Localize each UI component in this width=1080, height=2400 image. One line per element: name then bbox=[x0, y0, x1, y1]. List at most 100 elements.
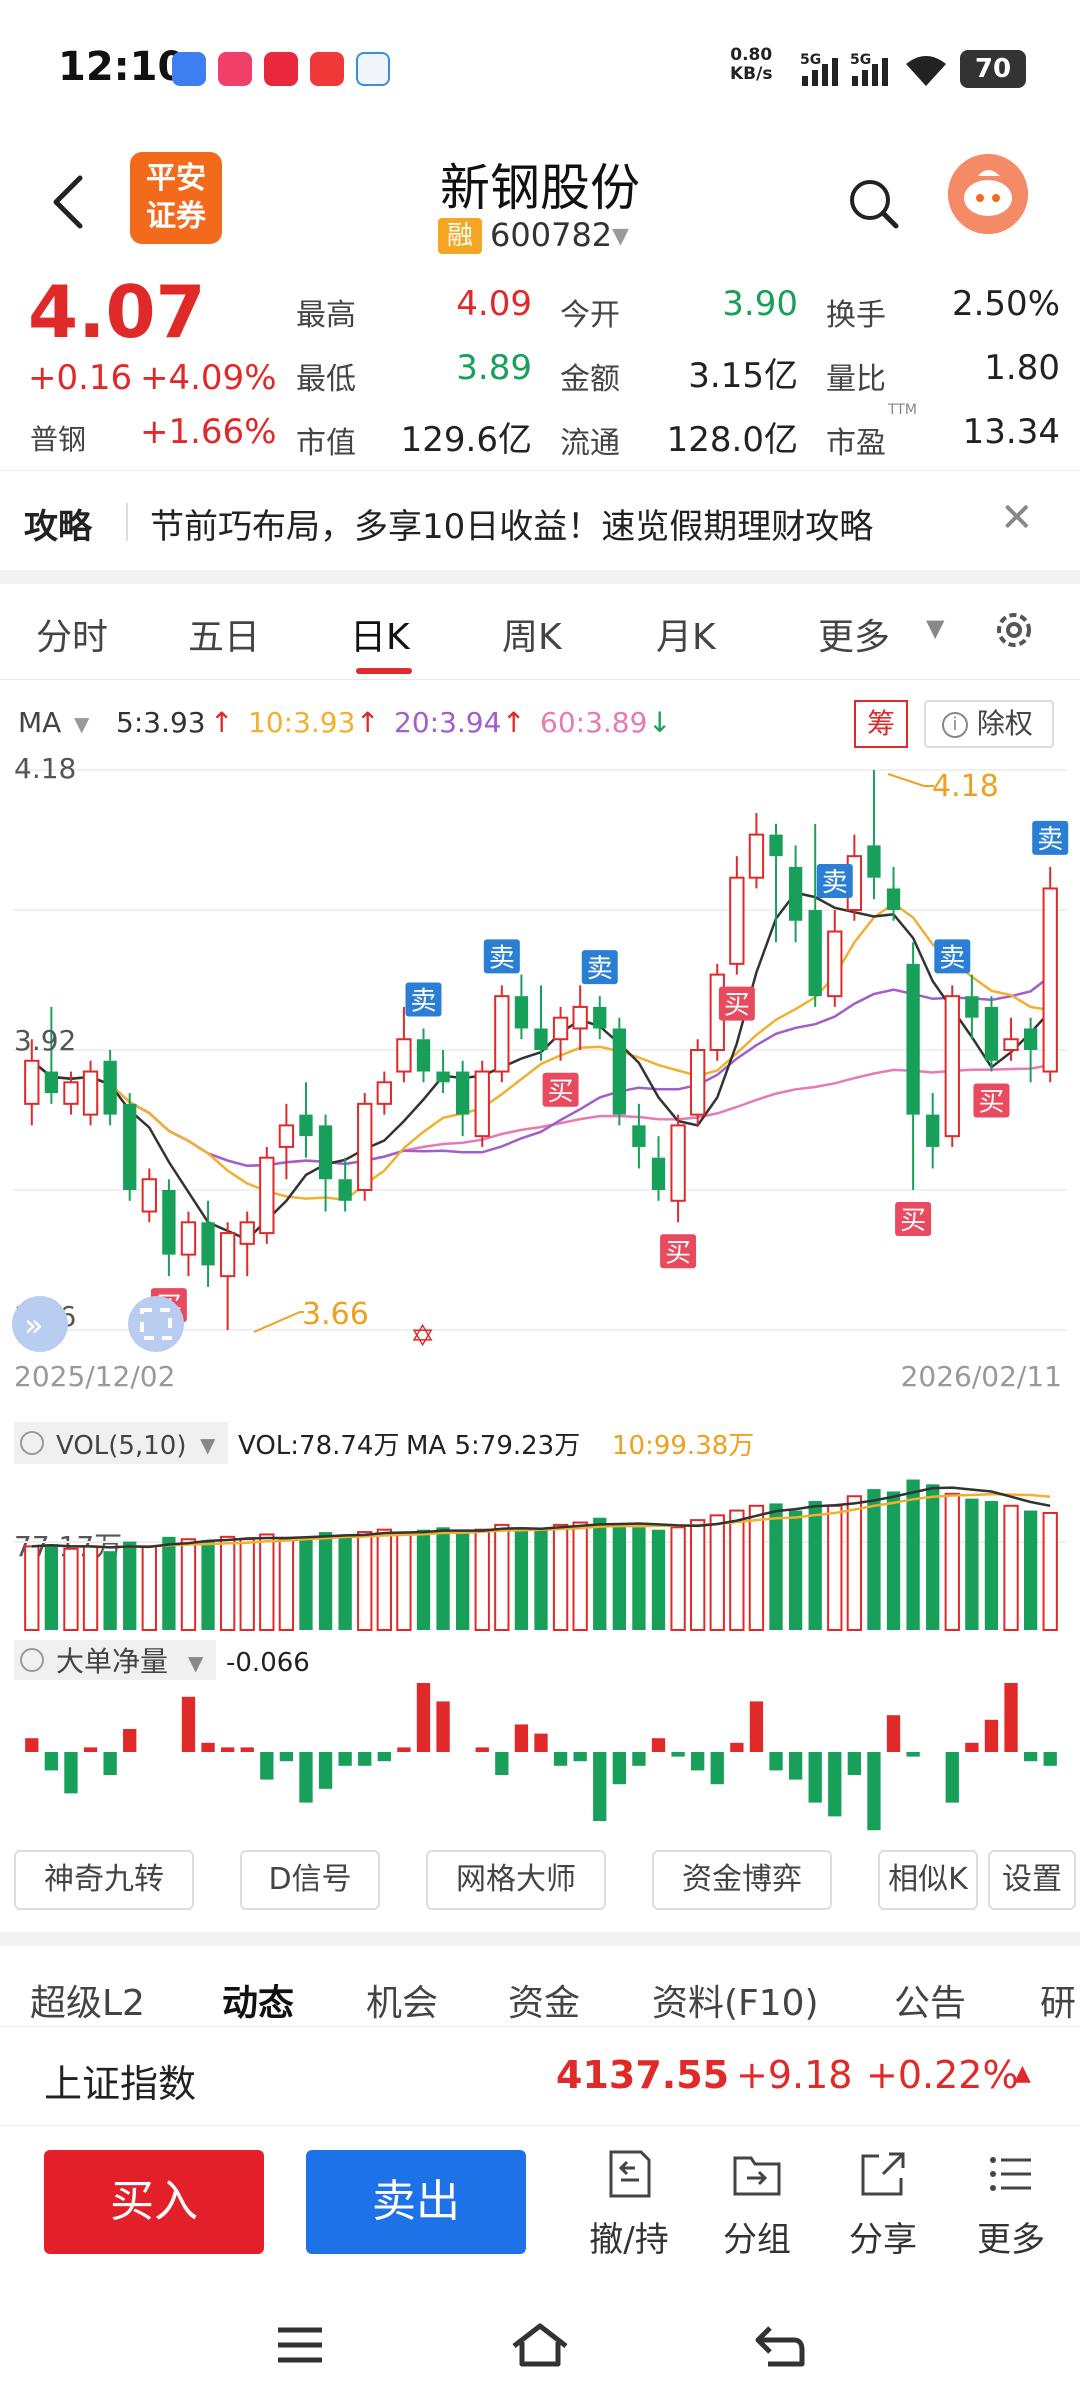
tab-opportunity[interactable]: 机会 bbox=[366, 1983, 439, 2024]
volume-bar bbox=[357, 1531, 373, 1631]
tab-announcement[interactable]: 公告 bbox=[894, 1983, 967, 2024]
app-notification-icon bbox=[264, 52, 298, 86]
tool-d-signal[interactable]: D信号 bbox=[240, 1850, 380, 1910]
svg-text:»: » bbox=[24, 1306, 44, 1344]
tab-daily-k[interactable]: 日K bbox=[350, 617, 410, 658]
svg-text:买: 买 bbox=[978, 1088, 1004, 1118]
tab-weekly-k[interactable]: 周K bbox=[502, 617, 562, 658]
net-flow-chart[interactable]: 大单净量 ▼ -0.066 bbox=[0, 1640, 1080, 1840]
index-ticker[interactable]: 上证指数 4137.55 +9.18 +0.22% ▲ bbox=[0, 2026, 1080, 2126]
app-notification-icon bbox=[310, 52, 344, 86]
more-button[interactable]: 更多 bbox=[956, 2146, 1066, 2276]
fullscreen-icon[interactable] bbox=[128, 1296, 184, 1352]
tool-magic-nine[interactable]: 神奇九转 bbox=[14, 1850, 194, 1910]
brand-logo: 平安 证券 bbox=[130, 152, 222, 244]
home-icon[interactable] bbox=[510, 2320, 570, 2370]
pe-ttm-superscript: TTM bbox=[888, 402, 917, 418]
buy-signal-marker[interactable]: 买 bbox=[895, 1202, 932, 1236]
collapse-sidebar-icon[interactable]: » bbox=[12, 1296, 68, 1352]
chip-distribution-button[interactable]: 筹 bbox=[854, 700, 908, 748]
sell-signal-marker[interactable]: 卖 bbox=[1032, 820, 1069, 855]
volume-bar bbox=[456, 1532, 470, 1630]
volume-bar bbox=[103, 1551, 117, 1630]
app-notification-icon bbox=[172, 52, 206, 86]
volume-bar bbox=[690, 1519, 706, 1631]
tool-similar-k[interactable]: 相似K bbox=[878, 1850, 978, 1910]
close-icon[interactable]: ✕ bbox=[1000, 495, 1034, 541]
ma-label[interactable]: MA bbox=[18, 706, 62, 739]
tab-news[interactable]: 动态 bbox=[222, 1983, 295, 2024]
sell-signal-marker[interactable]: 卖 bbox=[405, 982, 442, 1017]
sell-signal-marker[interactable]: 卖 bbox=[581, 950, 618, 985]
back-icon[interactable] bbox=[750, 2320, 810, 2370]
sell-signal-marker[interactable]: 卖 bbox=[934, 939, 971, 974]
search-icon[interactable] bbox=[846, 176, 902, 232]
net-flow-bar bbox=[573, 1752, 587, 1762]
volume-bar bbox=[846, 1495, 863, 1631]
chevron-down-icon[interactable]: ▼ bbox=[200, 1433, 216, 1457]
svg-text:买: 买 bbox=[548, 1077, 574, 1107]
adjust-rights-button[interactable]: i 除权 bbox=[924, 700, 1054, 748]
tab-monthly-k[interactable]: 月K bbox=[656, 617, 716, 658]
chevron-down-icon[interactable]: ▼ bbox=[612, 224, 629, 249]
group-button[interactable]: 分组 bbox=[702, 2146, 812, 2276]
gear-icon[interactable] bbox=[990, 606, 1038, 654]
sell-signal-marker[interactable]: 卖 bbox=[816, 864, 853, 898]
sector-name[interactable]: 普钢 bbox=[30, 423, 87, 456]
tool-capital-game[interactable]: 资金博弈 bbox=[652, 1850, 832, 1910]
sector-change-percent[interactable]: +1.66% bbox=[140, 412, 277, 452]
star-icon[interactable]: ✡ bbox=[410, 1319, 435, 1354]
down-arrow-icon: ↓ bbox=[648, 706, 672, 739]
volume-indicator-chip[interactable] bbox=[14, 1422, 228, 1464]
net-flow-bar bbox=[201, 1742, 215, 1752]
buy-signal-marker[interactable]: 买 bbox=[660, 1234, 697, 1269]
chevron-down-icon[interactable]: ▼ bbox=[926, 614, 945, 642]
volume-bar bbox=[162, 1536, 176, 1630]
tab-f10[interactable]: 资料(F10) bbox=[652, 1983, 819, 2024]
buy-signal-marker[interactable]: 买 bbox=[718, 986, 755, 1021]
candlestick bbox=[162, 1179, 176, 1277]
sell-button[interactable]: 卖出 bbox=[306, 2150, 526, 2254]
tab-super-l2[interactable]: 超级L2 bbox=[30, 1983, 145, 2024]
kline-chart[interactable]: 买卖卖买卖买买卖买卖买卖 4.18 3.92 3.66 4.18 3.66 ✡ … bbox=[0, 752, 1080, 1392]
volume-bar bbox=[748, 1504, 765, 1631]
moving-average-lines bbox=[31, 891, 1052, 1241]
tab-more[interactable]: 更多 bbox=[818, 617, 891, 658]
menu-icon[interactable] bbox=[270, 2320, 330, 2370]
system-nav-bar bbox=[0, 2290, 1080, 2400]
promo-banner[interactable]: 攻略 节前巧布局，多享10日收益！速览假期理财攻略 ✕ bbox=[0, 470, 1080, 570]
back-arrow-icon[interactable] bbox=[44, 172, 94, 232]
info-icon bbox=[20, 1648, 44, 1672]
chevron-down-icon[interactable]: ▼ bbox=[188, 1651, 204, 1675]
volume-ma5-line bbox=[31, 1486, 1051, 1549]
net-flow-bar bbox=[534, 1733, 548, 1752]
buy-signal-marker[interactable]: 买 bbox=[542, 1072, 579, 1107]
tool-grid-master[interactable]: 网格大师 bbox=[426, 1850, 606, 1910]
candlestick bbox=[729, 856, 745, 975]
banner-text[interactable]: 节前巧布局，多享10日收益！速览假期理财攻略 bbox=[150, 507, 874, 547]
quote-value-turnover: 2.50% bbox=[951, 284, 1060, 324]
svg-text:卖: 卖 bbox=[939, 943, 965, 973]
cancel-hold-button[interactable]: 撤/持 bbox=[574, 2146, 684, 2276]
candlestick bbox=[1023, 1017, 1038, 1083]
volume-bar bbox=[709, 1514, 725, 1631]
stock-code[interactable]: 600782 bbox=[490, 216, 613, 254]
tab-five-day[interactable]: 五日 bbox=[188, 617, 261, 658]
candlestick bbox=[201, 1200, 215, 1287]
net-flow-indicator-chip[interactable] bbox=[14, 1640, 216, 1680]
tab-capital[interactable]: 资金 bbox=[508, 1983, 581, 2024]
tool-settings[interactable]: 设置 bbox=[988, 1850, 1076, 1910]
chevron-up-icon[interactable]: ▲ bbox=[1014, 2061, 1031, 2086]
sell-signal-marker[interactable]: 卖 bbox=[483, 939, 520, 974]
tab-intraday[interactable]: 分时 bbox=[36, 617, 109, 658]
buy-signal-marker[interactable]: 买 bbox=[973, 1083, 1010, 1118]
buy-button[interactable]: 买入 bbox=[44, 2150, 264, 2254]
net-flow-bar bbox=[358, 1752, 372, 1766]
chevron-down-icon[interactable]: ▼ bbox=[74, 712, 90, 736]
tab-research[interactable]: 研 bbox=[1040, 1983, 1077, 2024]
assistant-avatar-icon[interactable] bbox=[948, 154, 1028, 234]
volume-chart[interactable]: VOL(5,10) ▼ VOL:78.74万 MA 5:79.23万 10:99… bbox=[0, 1422, 1080, 1634]
stock-name: 新钢股份 bbox=[440, 159, 640, 217]
share-button[interactable]: 分享 bbox=[828, 2146, 938, 2276]
volume-bar bbox=[906, 1479, 920, 1630]
